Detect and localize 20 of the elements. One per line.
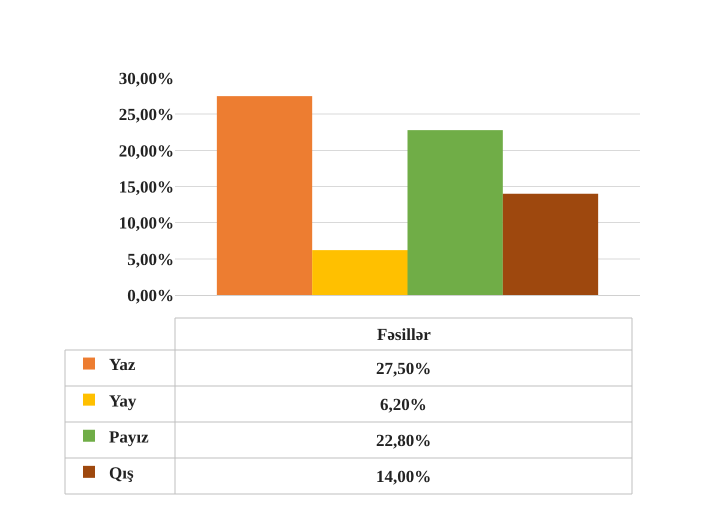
legend-label: Qış [109, 463, 134, 482]
y-tick-label: 0,00% [127, 286, 174, 305]
text: 6,20% [380, 395, 427, 414]
y-tick-label: 25,00% [118, 105, 174, 124]
text: 22,80% [376, 431, 432, 450]
bar [216, 96, 312, 295]
bar [502, 194, 598, 295]
bar [408, 130, 503, 295]
legend-label: Yay [109, 391, 137, 410]
legend-label: Payız [109, 427, 150, 446]
legend-label: Yaz [109, 355, 136, 374]
x-tick-label: Fəsillər [377, 325, 432, 344]
y-tick-label: 5,00% [127, 250, 174, 269]
y-tick-label: 20,00% [118, 141, 174, 160]
y-tick-label: 15,00% [118, 177, 174, 196]
text: 14,00% [376, 467, 432, 486]
text: 27,50% [376, 359, 432, 378]
bar [312, 250, 408, 295]
y-tick-label: 10,00% [118, 214, 174, 233]
y-tick-label: 30,00% [118, 68, 174, 88]
